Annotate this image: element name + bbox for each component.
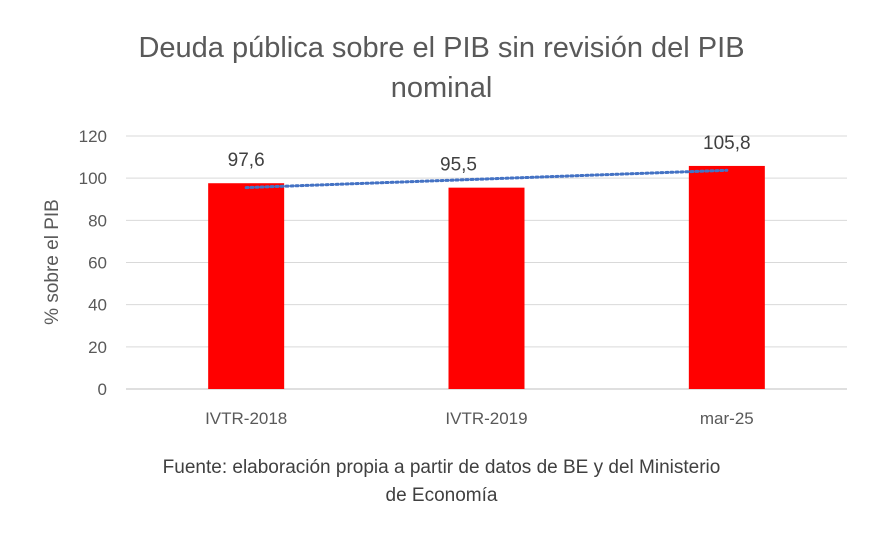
trendline-group <box>244 168 729 190</box>
chart-title-line-2: nominal <box>390 72 493 104</box>
data-labels: 97,6 95,5 105,8 <box>228 133 751 176</box>
data-label: 105,8 <box>703 133 751 154</box>
x-tick-label: mar-25 <box>700 409 754 428</box>
source-line-1: Fuente: elaboración propia a partir de d… <box>162 457 721 478</box>
x-tick-label: IVTR-2018 <box>205 409 287 428</box>
y-tick-label: 120 <box>79 127 107 146</box>
y-tick-label: 0 <box>98 380 107 399</box>
y-tick-label: 100 <box>79 169 107 188</box>
x-ticks: IVTR-2018 IVTR-2019 mar-25 <box>205 409 754 428</box>
y-axis-title: % sobre el PIB <box>42 199 63 325</box>
trendline <box>244 168 729 190</box>
y-tick-label: 40 <box>88 296 107 315</box>
y-tick-label: 20 <box>88 338 107 357</box>
chart-title: Deuda pública sobre el PIB sin revisión … <box>40 28 843 108</box>
source-line-2: de Economía <box>385 485 498 506</box>
bars <box>208 165 765 389</box>
y-ticks: 0 20 40 60 80 100 120 <box>79 127 107 399</box>
y-tick-label: 60 <box>88 254 107 273</box>
bar <box>448 187 525 389</box>
source-note: Fuente: elaboración propia a partir de d… <box>80 454 803 510</box>
bar <box>208 183 285 389</box>
x-tick-label: IVTR-2019 <box>445 409 527 428</box>
chart-title-line-1: Deuda pública sobre el PIB sin revisión … <box>138 32 745 64</box>
bar <box>688 165 765 389</box>
data-label: 95,5 <box>440 155 477 176</box>
data-label: 97,6 <box>228 150 265 171</box>
y-tick-label: 80 <box>88 211 107 230</box>
